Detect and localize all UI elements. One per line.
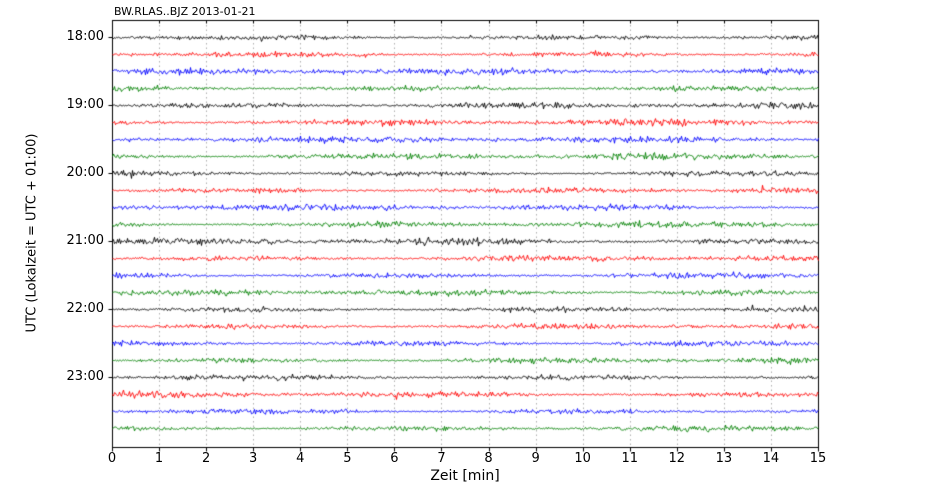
x-tick-label: 9 [531, 451, 540, 466]
x-tick-label: 3 [249, 451, 258, 466]
x-tick-label: 12 [668, 451, 686, 466]
x-tick-label: 1 [154, 451, 164, 466]
x-tick-label: 10 [574, 451, 591, 466]
x-tick-label: 8 [484, 451, 493, 466]
x-tick-label: 11 [621, 451, 638, 466]
x-tick-label: 7 [437, 451, 446, 466]
x-tick-label: 4 [296, 451, 305, 466]
x-tick-label: 13 [715, 451, 733, 466]
y-tick-label: 21:00 [66, 233, 104, 248]
x-tick-label: 2 [201, 451, 211, 466]
x-tick-label: 6 [390, 451, 399, 466]
y-tick-label: 23:00 [66, 369, 104, 384]
x-tick-label: 15 [809, 451, 827, 466]
x-axis-label: Zeit [min] [430, 468, 500, 484]
y-tick-label: 19:00 [66, 97, 104, 112]
x-tick-label: 5 [343, 451, 352, 466]
y-tick-label: 20:00 [66, 165, 104, 180]
y-tick-label: 22:00 [66, 301, 104, 316]
plot-title: BW.RLAS..BJZ 2013-01-21 [114, 5, 256, 18]
x-tick-label: 14 [762, 451, 780, 466]
x-tick-label: 0 [107, 451, 117, 466]
y-tick-label: 18:00 [66, 29, 104, 44]
